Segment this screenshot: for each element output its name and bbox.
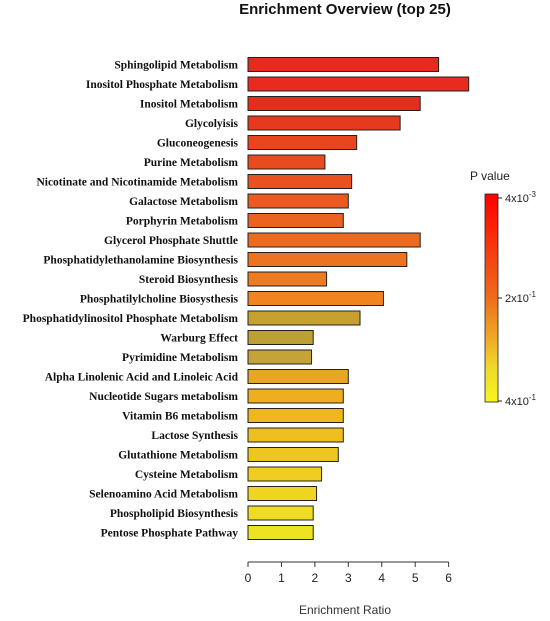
category-label-1: Sphingolipid Metabolism: [114, 60, 238, 72]
legend-gradient-bar: [484, 193, 499, 403]
category-label-21: Glutathione Metabolism: [118, 450, 238, 462]
bar-2: [247, 76, 470, 92]
bar-15: [247, 330, 314, 345]
category-label-6: Purine Metabolism: [144, 157, 239, 169]
bar-9: [247, 213, 344, 228]
category-label-5: Gluconeogenesis: [157, 138, 239, 150]
bar-16: [247, 349, 313, 365]
category-label-22: Cysteine Metabolism: [135, 469, 239, 481]
legend-tick-label-2: 2x10-1: [505, 290, 537, 305]
x-tick-label-4: 4: [378, 571, 385, 585]
legend-tick-label-1: 4x10-3: [505, 190, 537, 205]
bar-10: [247, 232, 421, 248]
category-label-9: Porphyrin Metabolism: [126, 216, 239, 228]
bar-6: [247, 154, 326, 170]
x-tick-label-1: 1: [278, 571, 285, 585]
legend-tick-label-3: 4x10-1: [505, 393, 537, 408]
legend-ticks: 4x10-3 2x10-1 4x10-1: [498, 190, 537, 408]
legend-title: P value: [470, 169, 510, 183]
category-label-16: Pyrimidine Metabolism: [122, 352, 238, 364]
bar-7: [247, 174, 353, 189]
category-label-20: Lactose Synthesis: [151, 430, 238, 442]
category-label-19: Vitamin B6 metabolism: [122, 411, 238, 423]
category-label-7: Nicotinate and Nicotinamide Metabolism: [36, 177, 238, 189]
category-label-12: Steroid Biosynthesis: [139, 274, 239, 286]
category-label-4: Glycolyisis: [185, 118, 239, 130]
bar-11: [247, 252, 408, 267]
category-label-2: Inositol Phosphate Metabolism: [86, 79, 238, 91]
bar-8: [247, 193, 349, 209]
bar-17: [247, 369, 349, 384]
category-label-24: Phospholipid Biosynthesis: [110, 508, 239, 520]
category-label-14: Phosphatidylinositol Phosphate Metabolis…: [23, 313, 239, 325]
bar-25: [247, 525, 314, 540]
bar-24: [247, 505, 314, 521]
bar-21: [247, 447, 339, 462]
bar-12: [247, 271, 328, 287]
chart-title: Enrichment Overview (top 25): [239, 1, 451, 18]
bar-22: [247, 466, 323, 482]
bar-14: [247, 310, 361, 326]
x-tick-label-5: 5: [412, 571, 419, 585]
category-label-25: Pentose Phosphate Pathway: [101, 528, 239, 540]
category-label-13: Phosphatilylcholine Biosysthesis: [80, 294, 239, 306]
bars-layer: Sphingolipid Metabolism Inositol Phosphat…: [23, 57, 470, 540]
bar-4: [247, 115, 401, 131]
bar-20: [247, 427, 344, 443]
bar-5: [247, 135, 358, 150]
x-tick-label-6: 6: [445, 571, 452, 585]
category-label-11: Phosphatidylethanolamine Biosynthesis: [43, 255, 238, 267]
legend: P value 4x10-3 2x10-1 4x10-1: [470, 169, 537, 408]
x-tick-label-0: 0: [245, 571, 252, 585]
bar-19: [247, 408, 344, 423]
x-tick-label-2: 2: [312, 571, 319, 585]
bar-23: [247, 486, 318, 501]
category-label-8: Galactose Metabolism: [129, 196, 238, 208]
category-label-15: Warburg Effect: [160, 333, 238, 345]
bar-18: [247, 388, 344, 404]
category-label-18: Nucleotide Sugars metabolism: [89, 391, 238, 403]
x-tick-label-3: 3: [345, 571, 352, 585]
category-label-10: Glycerol Phosphate Shuttle: [104, 235, 238, 247]
bar-1: [247, 57, 440, 72]
bar-3: [247, 96, 421, 111]
bar-13: [247, 291, 384, 306]
x-axis-title: Enrichment Ratio: [299, 603, 391, 617]
category-label-23: Selenoamino Acid Metabolism: [89, 489, 238, 501]
category-label-3: Inositol Metabolism: [140, 99, 238, 111]
category-label-17: Alpha Linolenic Acid and Linoleic Acid: [45, 372, 239, 384]
x-axis: 0 1 2 3 4 5 6: [245, 561, 452, 585]
